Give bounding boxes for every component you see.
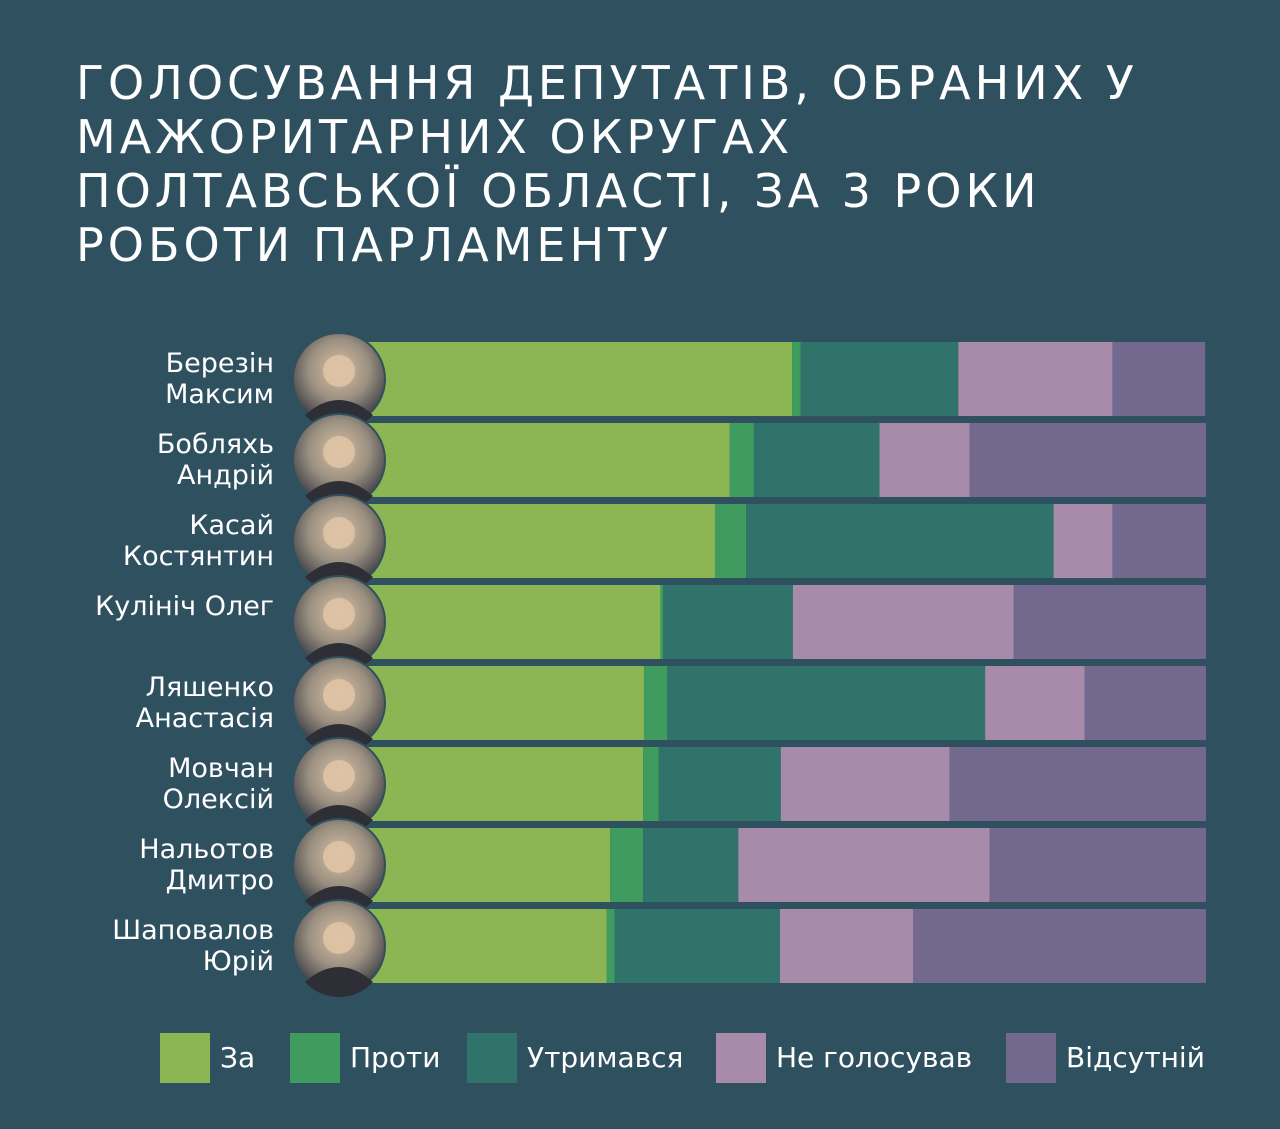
bar-segment (340, 585, 661, 659)
bar-segment (985, 666, 1085, 740)
avatar-head (323, 760, 355, 792)
bar-segment (800, 342, 959, 416)
avatar-head (323, 517, 355, 549)
bar-segment (1084, 666, 1206, 740)
category-label: Мовчан Олексій (162, 753, 274, 815)
legend-label: Проти (350, 1041, 441, 1074)
bar-segment (1112, 342, 1206, 416)
bar-segment (969, 423, 1206, 497)
avatar-head (323, 679, 355, 711)
bar-segment (1053, 504, 1113, 578)
bar-segment (606, 909, 615, 983)
bar-segment (643, 666, 668, 740)
legend-label: Відсутній (1066, 1041, 1205, 1074)
avatar-head (323, 841, 355, 873)
bar-segment (1013, 585, 1206, 659)
bar-segment (913, 909, 1206, 983)
legend-swatch (716, 1033, 766, 1083)
legend-swatch (290, 1033, 340, 1083)
bar-segment (738, 828, 990, 902)
bar-segment (663, 585, 793, 659)
bar-segment (714, 504, 747, 578)
bar-segment (610, 828, 644, 902)
bar-segment (792, 585, 1014, 659)
bar-segment (660, 585, 664, 659)
category-label: Бобляхь Андрій (156, 429, 274, 491)
category-label: Касай Костянтин (122, 510, 274, 572)
bar-segment (792, 342, 801, 416)
avatar-head (323, 355, 355, 387)
bar-segment (879, 423, 970, 497)
title-line: РОБОТИ ПАРЛАМЕНТУ (76, 218, 673, 272)
bar-segment (1112, 504, 1206, 578)
legend-swatch (467, 1033, 517, 1083)
bar-segment (643, 747, 659, 821)
bar-segment (779, 909, 914, 983)
avatar-body (305, 967, 373, 998)
bar-segment (340, 666, 644, 740)
bar-segment (753, 423, 880, 497)
bar-segment (340, 504, 715, 578)
bar-segment (780, 747, 950, 821)
category-label: Нальотов Дмитро (139, 834, 274, 896)
bar-segment (614, 909, 780, 983)
avatar-head (323, 922, 355, 954)
bar-segment (667, 666, 986, 740)
bar-segment (340, 747, 644, 821)
chart-title: ГОЛОСУВАННЯ ДЕПУТАТІВ, ОБРАНИХ У МАЖОРИТА… (76, 56, 1138, 272)
category-label: Ляшенко Анастасія (135, 672, 274, 734)
title-line: ГОЛОСУВАННЯ ДЕПУТАТІВ, ОБРАНИХ У (76, 56, 1138, 110)
bar-segment (729, 423, 754, 497)
bar-segment (746, 504, 1054, 578)
bar-segment (949, 747, 1206, 821)
bar-segment (989, 828, 1206, 902)
category-label: Шаповалов Юрій (112, 915, 274, 977)
category-label: Кулініч Олег (95, 591, 274, 622)
bar-segment (340, 342, 793, 416)
legend-swatch (160, 1033, 210, 1083)
avatar-head (323, 598, 355, 630)
category-label: Березін Максим (165, 348, 274, 410)
avatar-head (323, 436, 355, 468)
bar-segment (958, 342, 1113, 416)
legend-label: Не голосував (776, 1041, 973, 1074)
legend-label: За (220, 1041, 256, 1074)
bar-segment (643, 828, 739, 902)
bar-segment (658, 747, 781, 821)
legend-swatch (1006, 1033, 1056, 1083)
title-line: ПОЛТАВСЬКОЇ ОБЛАСТІ, ЗА 3 РОКИ (76, 164, 1041, 218)
bar-segment (340, 423, 730, 497)
title-line: МАЖОРИТАРНИХ ОКРУГАХ (76, 110, 794, 164)
legend-label: Утримався (527, 1041, 684, 1074)
